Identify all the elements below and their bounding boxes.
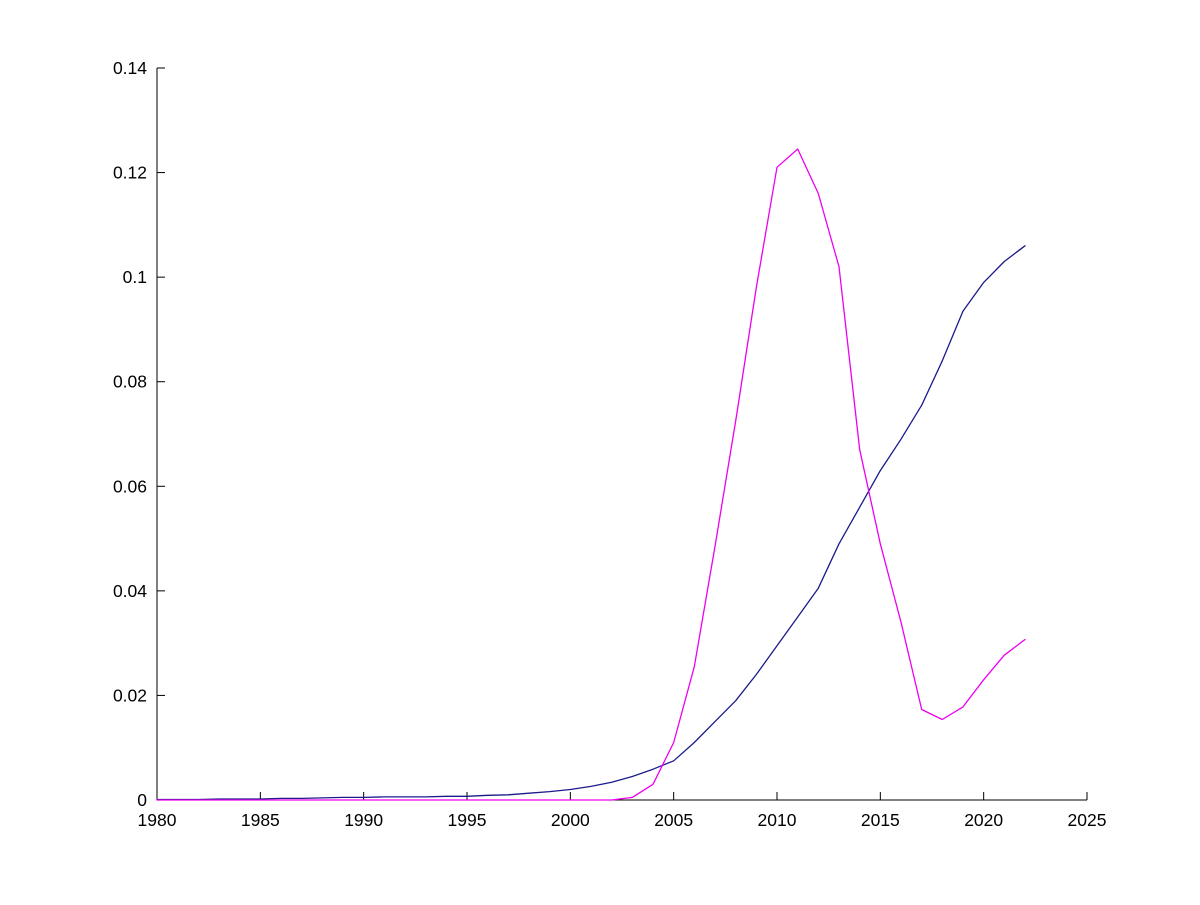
x-tick-label: 2025 <box>1068 810 1107 830</box>
x-tick-label: 2010 <box>758 810 797 830</box>
series-magenta-peak-line <box>156 148 1026 801</box>
x-tick-label: 2005 <box>654 810 693 830</box>
y-tick-label: 0.14 <box>113 58 147 78</box>
x-tick-label: 1990 <box>344 810 383 830</box>
x-tick-label: 2000 <box>551 810 590 830</box>
x-tick-label: 1980 <box>138 810 177 830</box>
y-tick-label: 0.02 <box>113 685 147 705</box>
y-tick-label: 0.08 <box>113 372 147 392</box>
series-blue-sigmoid-line <box>156 245 1026 801</box>
x-tick-label: 2020 <box>964 810 1003 830</box>
y-tick-label: 0.06 <box>113 476 147 496</box>
x-tick-label: 1985 <box>241 810 280 830</box>
y-tick-label: 0.04 <box>113 581 147 601</box>
x-tick-label: 2015 <box>861 810 900 830</box>
x-tick-label: 1995 <box>448 810 487 830</box>
y-tick-label: 0.1 <box>123 267 147 287</box>
y-tick-label: 0 <box>137 790 147 810</box>
y-tick-label: 0.12 <box>113 163 147 183</box>
